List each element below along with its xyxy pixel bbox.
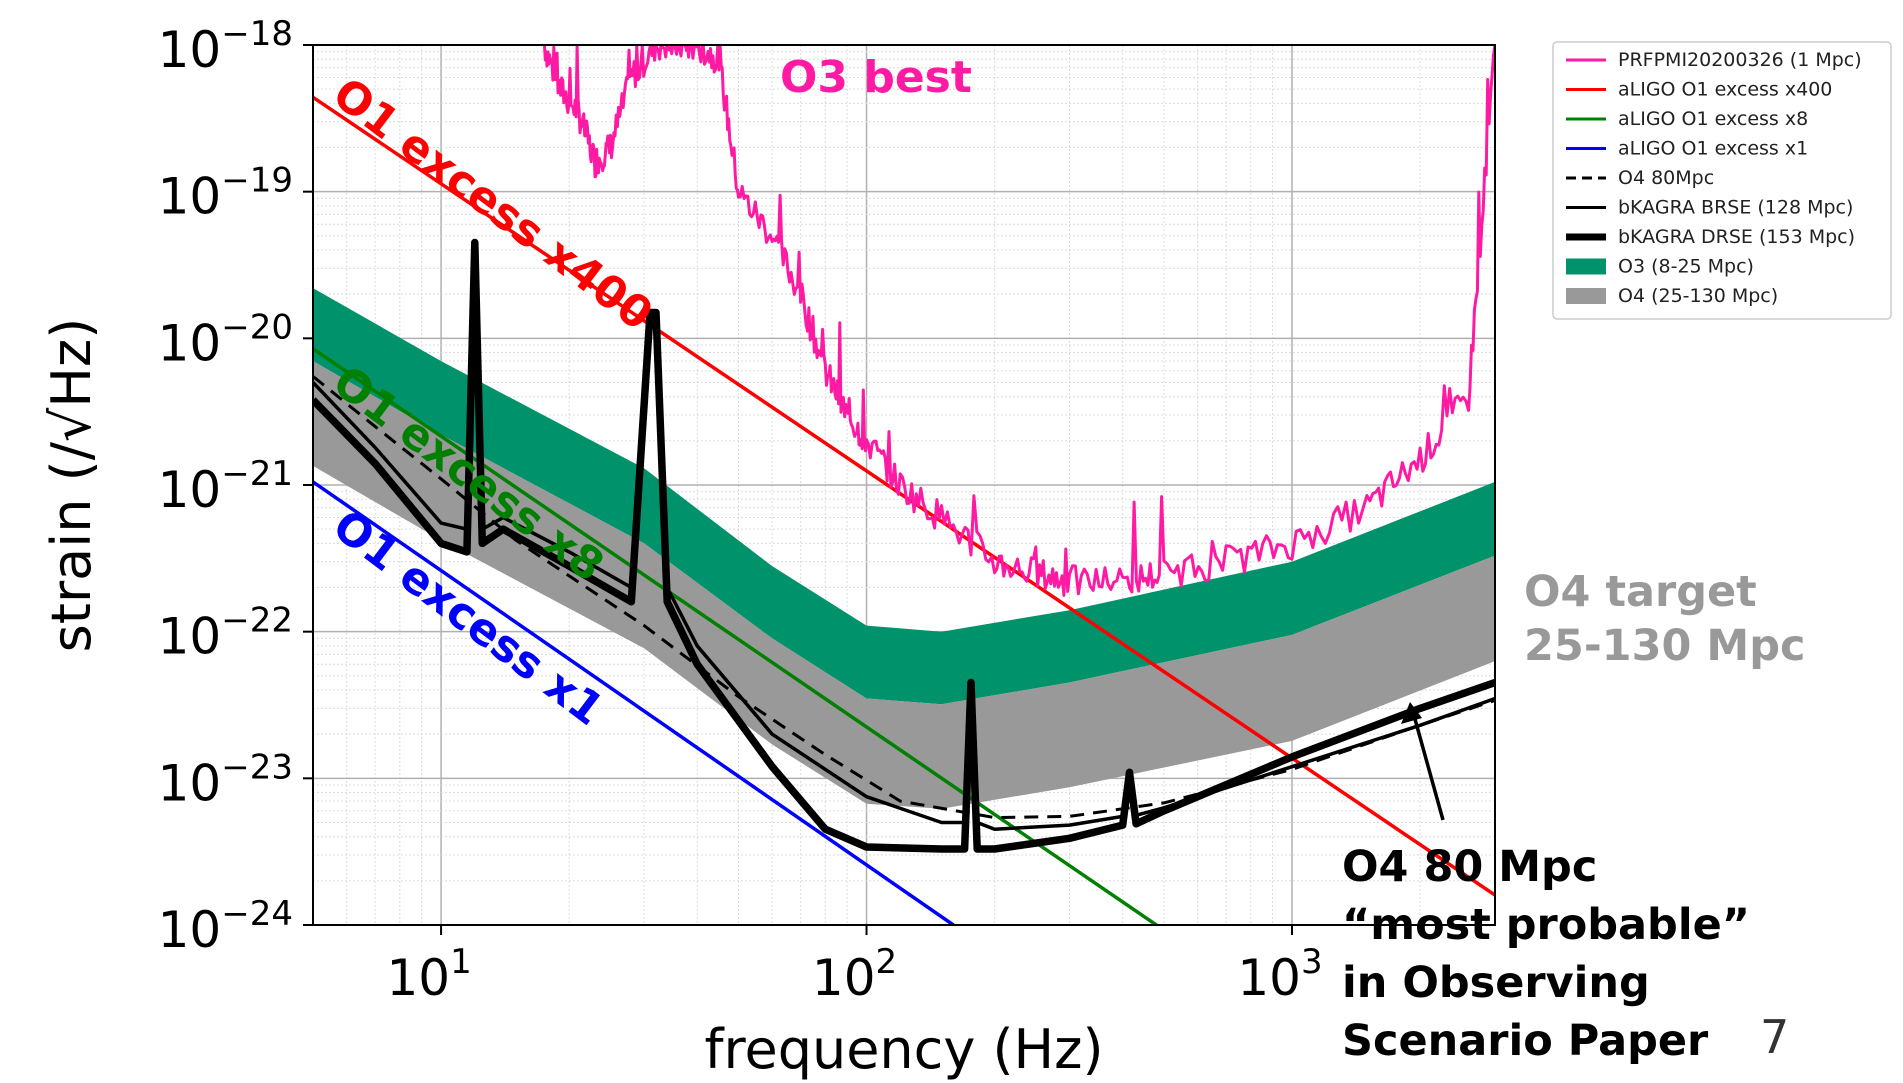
legend-item-aligo-o1-excess-x1: aLIGO O1 excess x1 [1566,138,1808,160]
legend-item-bkagra-drse-153-mpc: bKAGRA DRSE (153 Mpc) [1566,226,1855,248]
y-tick-label: 10−19 [158,161,293,226]
legend-label: aLIGO O1 excess x400 [1618,79,1832,101]
noise-bands [313,288,1495,809]
y-tick-label: 10−24 [158,894,293,959]
legend-item-o4-80mpc: O4 80Mpc [1566,167,1714,189]
legend-swatch [1566,288,1606,304]
series-prfpmi20200326-1-mpc [543,45,1495,597]
o4-80mpc-line1: O4 80 Mpc [1342,842,1598,892]
x-tick-label: 103 [1237,942,1322,1007]
y-tick-label: 10−21 [158,454,293,519]
page-number: 7 [1760,1010,1790,1064]
o4-80mpc-line2: “most probable” [1342,900,1750,950]
legend-swatch [1566,258,1606,275]
legend-item-prfpmi20200326-1-mpc: PRFPMI20200326 (1 Mpc) [1566,49,1862,71]
y-tick-label: 10−22 [158,601,293,666]
x-tick-label: 102 [812,942,897,1007]
legend-label: O4 80Mpc [1618,167,1714,189]
y-axis-label: strain (/√Hz) [40,318,103,653]
series-bkagra-drse-153-mpc [313,238,1495,853]
legend-item-o3-8-25-mpc: O3 (8-25 Mpc) [1566,256,1754,278]
legend-label: PRFPMI20200326 (1 Mpc) [1618,49,1862,71]
legend-box [1552,41,1892,320]
annotation-o3-best: O3 best [780,52,972,103]
legend-item-aligo-o1-excess-x400: aLIGO O1 excess x400 [1566,79,1832,101]
legend-item-o4-25-130-mpc: O4 (25-130 Mpc) [1566,285,1778,307]
y-tick-label: 10−23 [158,747,293,812]
series-aligo-o1-excess-x1 [313,480,955,925]
legend-label: aLIGO O1 excess x1 [1618,138,1808,160]
legend-label: bKAGRA BRSE (128 Mpc) [1618,197,1853,219]
band-o3-8-25-mpc [313,288,1495,705]
o4-80mpc-note: O4 80 Mpc “most probable” in Observing S… [1342,838,1750,1070]
legend-label: bKAGRA DRSE (153 Mpc) [1618,226,1855,248]
axis-ticks: 101 102 103 10−18 10−19 10−20 10−21 10−22 10−23 1… [158,14,1323,1007]
o4-80mpc-arrow [1401,702,1445,821]
legend-label: O3 (8-25 Mpc) [1618,256,1754,278]
legend-label: O4 (25-130 Mpc) [1618,285,1778,307]
legend: PRFPMI20200326 (1 Mpc) aLIGO O1 excess x4… [1552,41,1892,320]
o4-target-note: O4 target 25-130 Mpc [1524,565,1805,673]
o4-80mpc-line3: in Observing [1342,958,1650,1008]
legend-item-bkagra-brse-128-mpc: bKAGRA BRSE (128 Mpc) [1566,197,1853,219]
x-axis-label: frequency (Hz) [704,1018,1103,1081]
legend-item-aligo-o1-excess-x8: aLIGO O1 excess x8 [1566,108,1808,130]
noise-curves [313,45,1495,925]
o4-80mpc-line4: Scenario Paper [1342,1016,1709,1066]
legend-label: aLIGO O1 excess x8 [1618,108,1808,130]
series-aligo-o1-excess-x400 [313,95,1495,897]
y-tick-label: 10−20 [158,307,293,372]
x-tick-label: 101 [386,942,471,1007]
annotation-o1-x400: O1 excess x400 [323,68,662,341]
y-tick-label: 10−18 [158,14,293,79]
o4-target-line2: 25-130 Mpc [1524,621,1806,671]
o4-target-line1: O4 target [1524,567,1757,617]
